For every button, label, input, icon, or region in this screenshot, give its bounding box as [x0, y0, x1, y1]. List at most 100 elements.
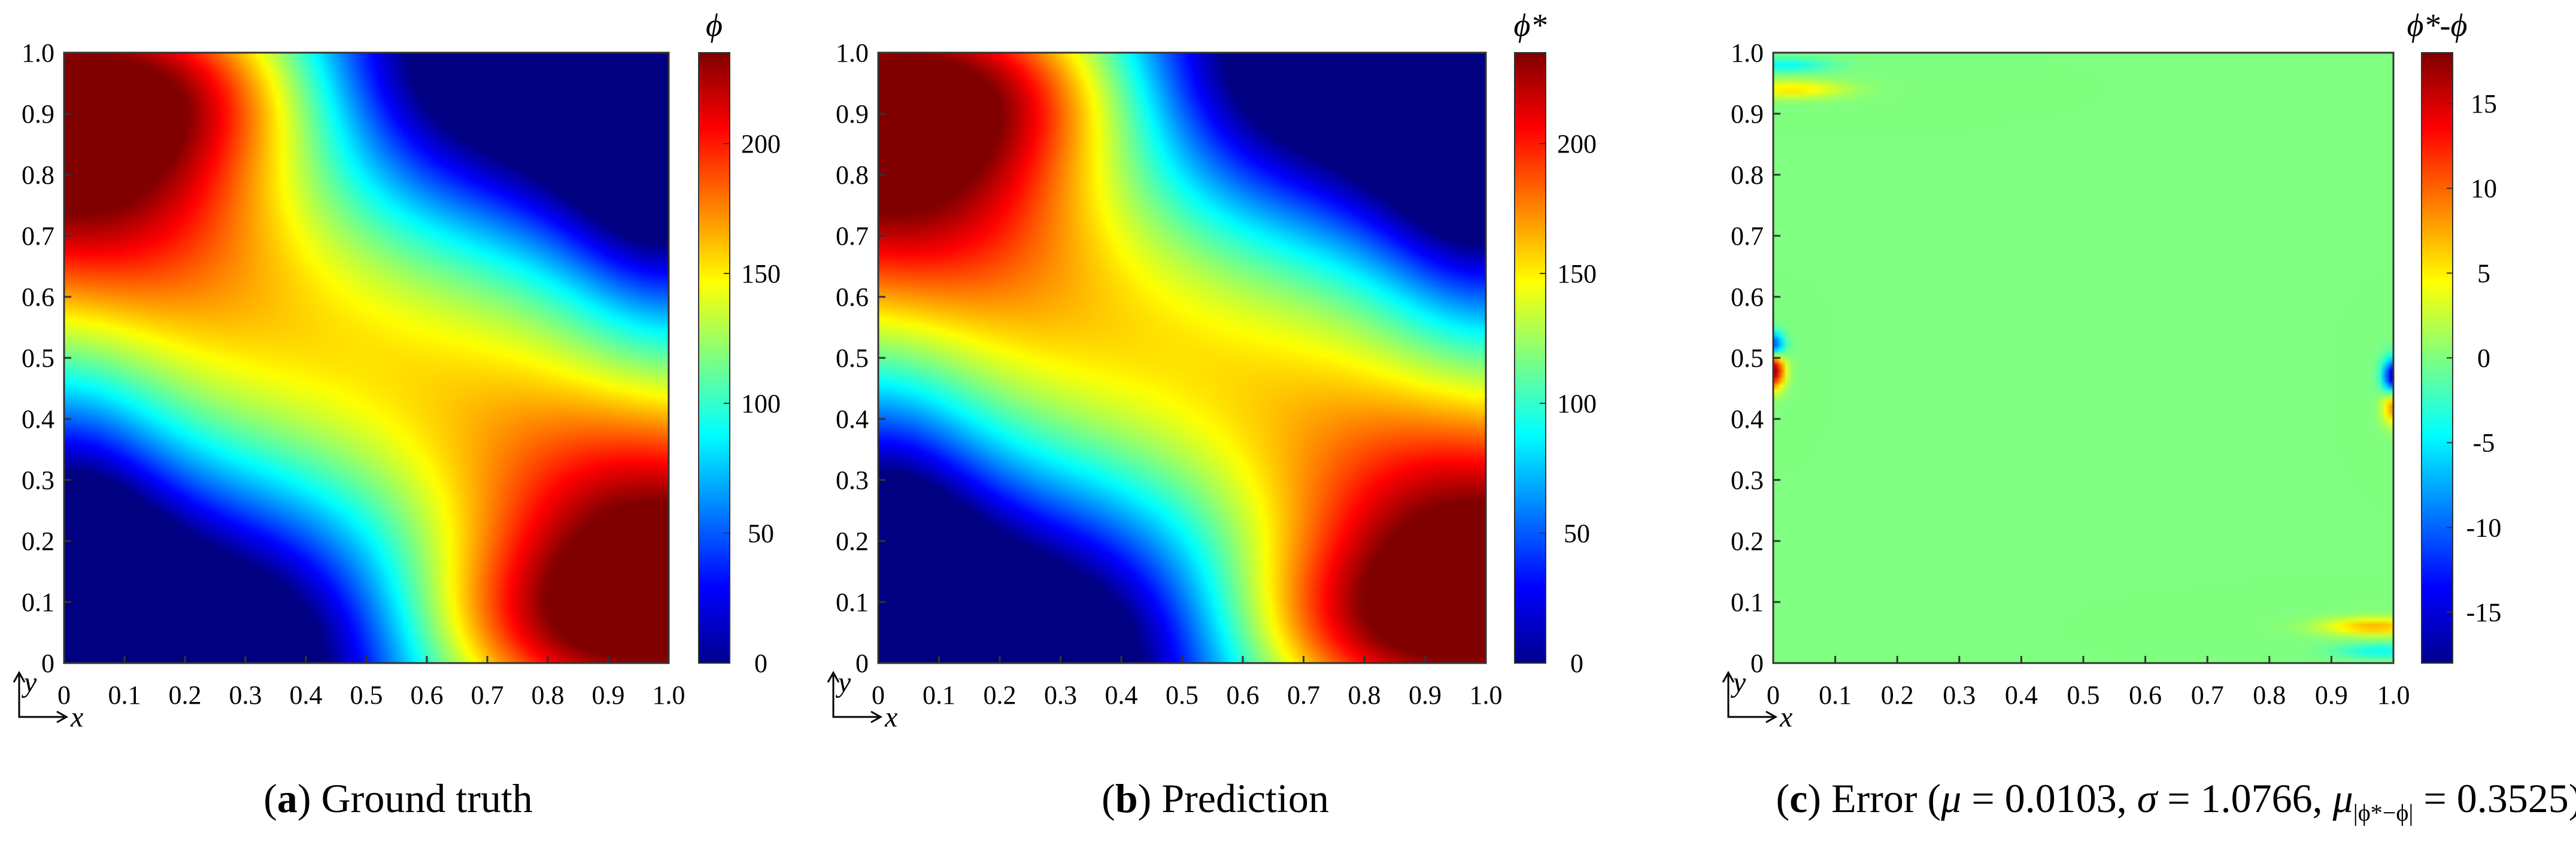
x-tick-label: 0.4 [1105, 680, 1138, 710]
y-tick-label: 0.8 [836, 160, 869, 190]
x-tick-label: 0 [872, 680, 885, 710]
axis-arrow-x [870, 710, 883, 724]
x-tick-label: 0.2 [169, 680, 202, 710]
x-axis-letter: x [884, 701, 897, 733]
panel-b: 0 0.1 0.2 0.3 0.4 0.5 0.6 0.7 0.8 0.9 1.0 0 0.1 0.2 0.… [827, 7, 1597, 733]
x-tick-label: 0 [1767, 680, 1780, 710]
y-tick-label: 0.1 [1731, 588, 1764, 617]
colorbar-tick-label: -15 [2466, 598, 2502, 627]
colorbar-tick-label: 10 [2471, 174, 2497, 203]
heatmap-image [1773, 53, 2393, 663]
y-tick-label: 0.7 [22, 221, 54, 251]
colorbar-tick-label: 0 [754, 649, 767, 678]
x-tick-label: 0 [57, 680, 71, 710]
colorbar-tick-label: 0 [2477, 344, 2490, 373]
axis-indicator [18, 675, 64, 718]
y-tick-label: 1.0 [1731, 38, 1764, 68]
y-axis-letter: y [21, 667, 37, 698]
y-axis-letter: y [1730, 667, 1746, 698]
x-tick-label: 1.0 [653, 680, 685, 710]
x-tick-label: 0.8 [1348, 680, 1381, 710]
x-tick-label: 0.4 [2005, 680, 2038, 710]
colorbar-tick-label: 200 [741, 129, 781, 159]
y-axis-letter: y [835, 667, 851, 698]
x-tick-label: 0.8 [532, 680, 565, 710]
x-tick-label: 0.5 [350, 680, 383, 710]
y-tick-label: 0.9 [1731, 99, 1764, 129]
y-tick-label: 1.0 [22, 38, 54, 68]
colorbar-tick-label: 50 [748, 519, 774, 548]
x-tick-label: 0.3 [1044, 680, 1077, 710]
x-tick-label: 0.7 [2191, 680, 2224, 710]
x-tick-label: 0.2 [1881, 680, 1914, 710]
y-tick-label: 0.1 [22, 588, 54, 617]
y-tick-label: 0.5 [836, 344, 869, 373]
colorbar-label: ϕ [706, 7, 723, 43]
colorbar-tick-label: -10 [2466, 513, 2502, 542]
y-tick-label: 0.6 [1731, 282, 1764, 312]
colorbar-tick-label: 100 [741, 389, 781, 418]
heatmap-image [878, 53, 1486, 663]
y-tick-label: 0.4 [836, 405, 869, 434]
heatmap-image [64, 53, 669, 663]
colorbar-label: ϕ* [1514, 7, 1547, 43]
y-tick-label: 0 [855, 649, 869, 678]
colorbar-tick-label: 150 [741, 259, 781, 288]
caption-a: (a) Ground truth [263, 776, 533, 821]
y-tick-label: 0.4 [22, 405, 54, 434]
x-axis-letter: x [70, 701, 83, 733]
x-tick-label: 1.0 [2377, 680, 2410, 710]
x-tick-label: 1.0 [1470, 680, 1503, 710]
colorbar-label: ϕ*-ϕ [2407, 7, 2468, 43]
colorbar-tick-label: 100 [1557, 389, 1597, 418]
panel-c: 0 0.1 0.2 0.3 0.4 0.5 0.6 0.7 0.8 0.9 1.0 0 0.1 0.2 0.… [1722, 7, 2502, 733]
x-tick-label: 0.1 [1819, 680, 1852, 710]
y-tick-label: 0.3 [22, 466, 54, 495]
axis-arrow-y [827, 670, 840, 683]
x-tick-label: 0.4 [290, 680, 323, 710]
x-tick-label: 0.2 [984, 680, 1017, 710]
colorbar-tick-label: -5 [2473, 428, 2495, 458]
y-tick-label: 0.4 [1731, 405, 1764, 434]
x-tick-label: 0.7 [1287, 680, 1320, 710]
colorbar-tick-label: 5 [2477, 259, 2490, 288]
y-tick-label: 0.8 [1731, 160, 1764, 190]
x-tick-label: 0.5 [2067, 680, 2100, 710]
x-tick-label: 0.8 [2253, 680, 2286, 710]
axis-arrow-y [13, 670, 26, 683]
y-tick-label: 0.7 [1731, 221, 1764, 251]
y-tick-label: 0.9 [836, 99, 869, 129]
axis-indicator [832, 675, 878, 718]
x-tick-label: 0.7 [471, 680, 504, 710]
y-tick-label: 0.6 [22, 282, 54, 312]
y-tick-label: 0.3 [836, 466, 869, 495]
panel-a: 0 0.1 0.2 0.3 0.4 0.5 0.6 0.7 0.8 0.9 1.0 0 0.1 0.2 0.… [13, 7, 781, 733]
axis-indicator [1727, 675, 1773, 718]
x-tick-label: 0.6 [2129, 680, 2162, 710]
x-tick-label: 0.3 [1943, 680, 1976, 710]
x-tick-label: 0.3 [229, 680, 262, 710]
y-tick-label: 0.2 [836, 527, 869, 556]
colorbar-tick-label: 0 [1570, 649, 1583, 678]
x-tick-label: 0.6 [1227, 680, 1260, 710]
x-tick-label: 0.9 [1409, 680, 1442, 710]
colorbar-tick-label: 50 [1564, 519, 1590, 548]
y-tick-label: 0 [41, 649, 54, 678]
x-tick-label: 0.9 [592, 680, 625, 710]
y-tick-label: 0.1 [836, 588, 869, 617]
x-tick-label: 0.6 [411, 680, 444, 710]
caption-c: (c) Error (μ = 0.0103, σ = 1.0766, μ|ϕ*−… [1776, 776, 2576, 826]
y-tick-label: 0.7 [836, 221, 869, 251]
colorbar-tick-label: 150 [1557, 259, 1597, 288]
y-tick-label: 0.2 [1731, 527, 1764, 556]
axis-arrow-x [1765, 710, 1778, 724]
x-tick-label: 0.9 [2315, 680, 2348, 710]
axis-arrow-y [1722, 670, 1735, 683]
y-tick-label: 0.6 [836, 282, 869, 312]
y-tick-label: 0.3 [1731, 466, 1764, 495]
colorbar-tick-label: 200 [1557, 129, 1597, 159]
axis-arrow-x [56, 710, 69, 724]
x-axis-letter: x [1779, 701, 1792, 733]
y-tick-label: 0.9 [22, 99, 54, 129]
